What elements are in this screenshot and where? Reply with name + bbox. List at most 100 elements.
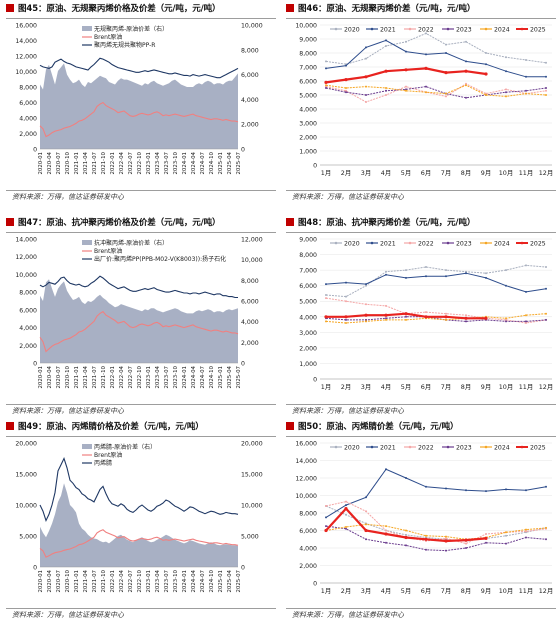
x-tick-label: 5月 (401, 169, 411, 177)
chart-title-text: 图48：原油、抗冲聚丙烯价差（元/吨，元/吨） (298, 218, 476, 228)
series-line (325, 525, 547, 552)
legend-marker (446, 27, 450, 31)
data-point (325, 320, 327, 323)
x-tick-label: 2020-10 (65, 365, 71, 388)
series-area (40, 279, 238, 363)
data-point (525, 92, 527, 95)
data-point (345, 513, 347, 516)
data-point (425, 32, 427, 35)
y2-tick-label: 0 (241, 147, 245, 154)
legend-label: 丙烯腈 (94, 459, 112, 467)
x-tick-label: 2月 (341, 169, 351, 177)
legend-marker (408, 27, 412, 31)
x-tick-label: 2023-04 (155, 365, 161, 388)
title-marker-icon (6, 4, 14, 12)
x-tick-label: 2024-07 (200, 152, 206, 175)
y-tick-label: 8,000 (19, 85, 37, 92)
y-tick-label: 0 (313, 163, 317, 170)
y-tick-label: 6,000 (19, 307, 37, 314)
x-tick-label: 2024-10 (209, 365, 215, 388)
data-point (385, 87, 387, 89)
legend-swatch (82, 444, 92, 449)
x-tick-label: 2023-10 (173, 365, 179, 388)
x-tick-label: 3月 (361, 169, 371, 177)
y2-tick-label: 2,000 (241, 340, 259, 347)
data-point (425, 311, 427, 314)
chart-title-text: 图49：原油、丙烯腈价格及价差（元/吨，元/吨） (18, 422, 204, 432)
chart-title: 图46：原油、无规聚丙烯价差（元/吨，元/吨） (286, 2, 556, 18)
data-point (325, 297, 327, 300)
data-point (365, 510, 367, 513)
chart-47-svg: 0 2,000 4,000 6,000 8,000 10,000 12,000 14,000 0… (15, 237, 263, 389)
x-tick-label: 2021-04 (83, 365, 89, 388)
data-point (445, 549, 447, 552)
x-tick-label: 2020-07 (56, 152, 62, 175)
x-tick-label: 2022-01 (110, 366, 116, 389)
data-point (385, 45, 387, 47)
y2-tick-label: 0 (241, 361, 245, 368)
legend-label: 出厂价:聚丙烯PP(PPB-M02-V(K8003)):扬子石化 (94, 255, 226, 263)
y-tick-label: 10,000 (15, 69, 37, 76)
divider (286, 404, 556, 405)
chart-title-text: 图50：原油、丙烯腈价差（元/吨，元/吨） (298, 422, 459, 432)
x-tick-label: 2022-10 (137, 151, 143, 174)
series-line (39, 457, 239, 522)
data-point (465, 320, 467, 323)
data-point (405, 544, 407, 547)
x-tick-label: 6月 (421, 169, 431, 177)
y-tick-label: 0 (313, 581, 317, 588)
y2-tick-label: 12,000 (241, 237, 263, 244)
y-tick-label: 6,000 (299, 528, 317, 535)
x-tick-label: 2023-04 (155, 151, 161, 174)
data-point (424, 315, 428, 319)
legend-label: 2023 (456, 240, 472, 247)
x-tick-label: 8月 (461, 587, 471, 595)
data-point (364, 75, 368, 79)
data-point (465, 314, 467, 317)
series-line (39, 529, 239, 558)
data-point (464, 69, 468, 73)
y-tick-label: 2,000 (299, 563, 317, 570)
data-point (525, 314, 527, 317)
data-point (405, 529, 407, 532)
data-point (365, 318, 367, 321)
x-tick-label: 2022-04 (119, 151, 125, 174)
data-point (445, 43, 447, 46)
y-tick-label: 0 (33, 361, 37, 368)
data-point (405, 315, 407, 318)
series-line (325, 83, 547, 103)
legend-label: 2020 (344, 240, 360, 247)
y2-tick-label: 6,000 (241, 299, 259, 306)
divider (6, 18, 276, 19)
legend-marker (408, 445, 412, 449)
y-tick-label: 0 (33, 565, 37, 572)
data-point (345, 527, 347, 530)
x-tick-label: 9月 (481, 587, 491, 595)
data-point (545, 312, 547, 315)
x-tick-label: 7月 (441, 383, 451, 391)
series-line (325, 501, 547, 545)
data-point (485, 94, 487, 96)
x-tick-label: 2024-01 (182, 570, 188, 593)
data-point (365, 85, 367, 88)
data-point (364, 528, 368, 533)
data-point (465, 489, 467, 492)
data-point (345, 87, 347, 89)
data-point (345, 64, 347, 67)
y-tick-label: 8,000 (299, 511, 317, 518)
x-tick-label: 2月 (341, 587, 351, 595)
data-point (325, 283, 327, 286)
x-tick-label: 2021-01 (74, 570, 80, 593)
data-point (465, 270, 467, 273)
data-point (345, 281, 347, 284)
x-tick-label: 2024-07 (200, 366, 206, 389)
data-point (545, 89, 547, 92)
x-tick-label: 2021-07 (92, 366, 98, 389)
data-point (385, 94, 387, 96)
x-tick-label: 2024-01 (182, 366, 188, 389)
x-tick-label: 2025-07 (236, 570, 242, 593)
x-tick-label: 2023-07 (164, 570, 170, 593)
x-tick-label: 2025-07 (236, 152, 242, 175)
y2-tick-label: 10,000 (241, 23, 263, 30)
x-tick-label: 2020-07 (56, 366, 62, 389)
